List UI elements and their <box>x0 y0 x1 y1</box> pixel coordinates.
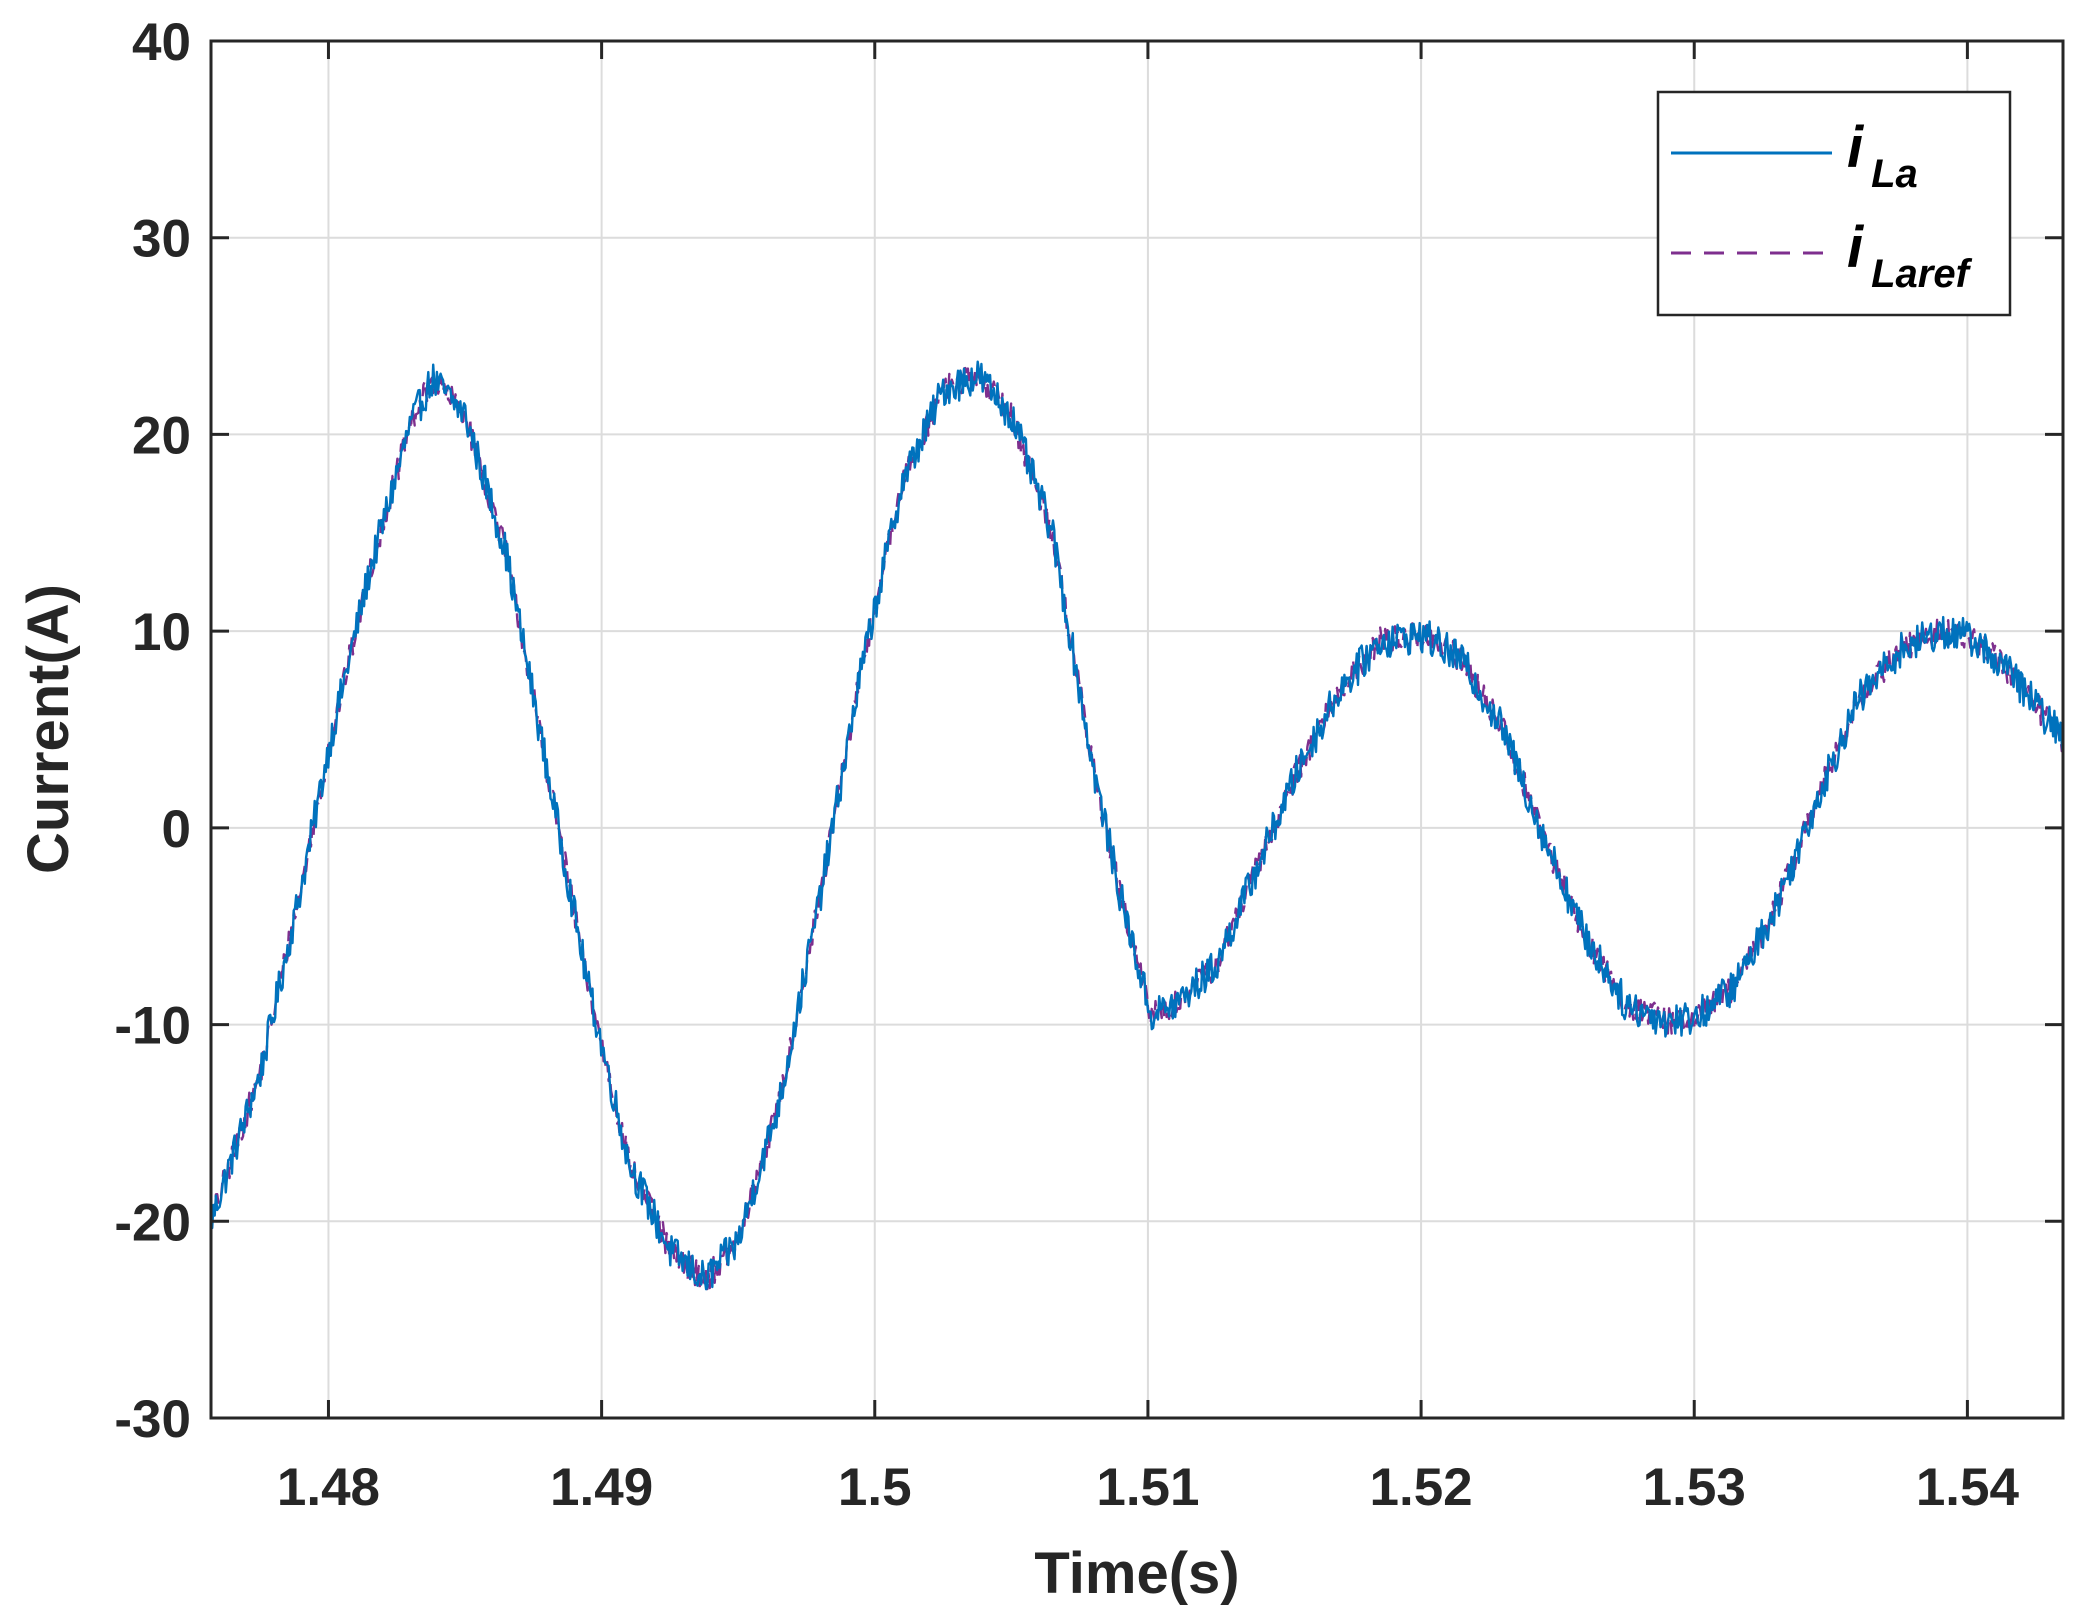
x-tick-label: 1.52 <box>1370 1458 1473 1517</box>
y-tick-label: -20 <box>114 1193 191 1252</box>
legend-box <box>1656 90 2012 317</box>
x-tick-label: 1.5 <box>838 1458 912 1517</box>
axes-box <box>209 39 2065 1420</box>
x-axis-title: Time(s) <box>1034 1541 1239 1606</box>
x-tick-label: 1.51 <box>1096 1458 1199 1517</box>
x-tick-label: 1.54 <box>1916 1458 2020 1517</box>
series-layer <box>209 360 2065 1291</box>
legend-label-ila: i La <box>1847 115 1918 196</box>
x-tick-label: 1.53 <box>1643 1458 1746 1517</box>
y-tick-label: 30 <box>132 210 191 269</box>
y-tick-label: 40 <box>132 13 191 72</box>
legend-label-ilaref: i Laref <box>1847 215 1973 296</box>
ticks <box>211 39 2063 1420</box>
y-tick-label: 20 <box>132 406 191 465</box>
y-axis-title: Current(A) <box>16 584 81 874</box>
tick-labels: 1.48 1.49 1.5 1.51 1.52 1.53 1.54 -30 -20 -10 0 10 2… <box>114 13 2019 1517</box>
y-tick-label: -10 <box>114 997 191 1056</box>
x-tick-label: 1.49 <box>550 1458 653 1517</box>
series-line-ila <box>209 360 2065 1291</box>
legend: i La i Laref <box>1656 90 2012 317</box>
y-tick-label: 10 <box>132 603 191 662</box>
x-tick-label: 1.48 <box>277 1458 380 1517</box>
y-tick-label: 0 <box>162 800 191 859</box>
y-tick-label: -30 <box>114 1390 191 1449</box>
